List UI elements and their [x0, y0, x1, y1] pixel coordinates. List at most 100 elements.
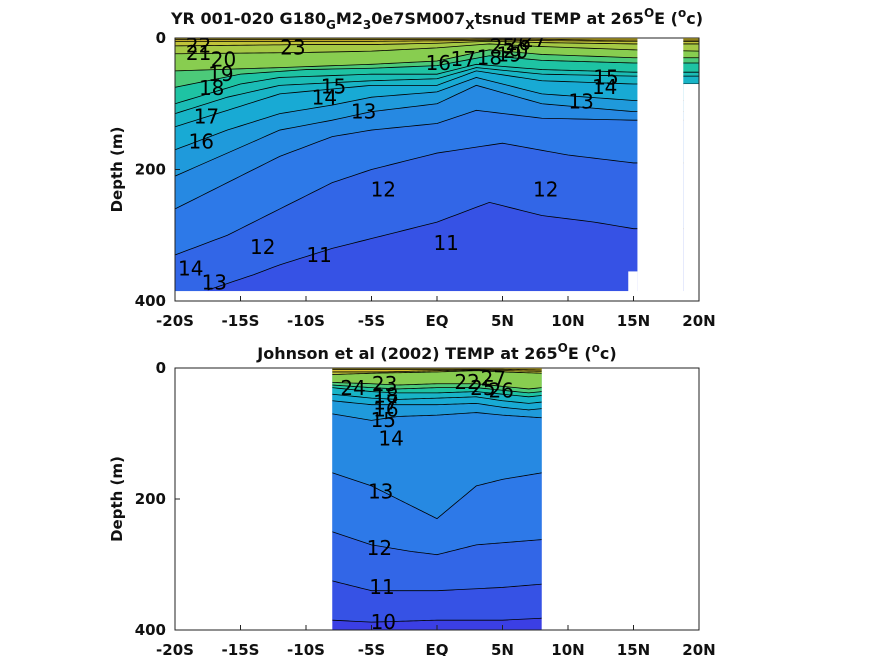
- contour-label: 18: [373, 383, 398, 407]
- isotherm-15: [332, 400, 542, 411]
- x-tick-label: EQ: [426, 312, 449, 330]
- contour-label: 21: [186, 41, 211, 65]
- contour-label: 15: [321, 74, 346, 98]
- contour-label: 14: [592, 75, 617, 99]
- x-tick-label: 5N: [491, 312, 514, 330]
- contour-label: 15: [371, 408, 396, 432]
- contour-label: 12: [533, 178, 558, 202]
- chart-title: YR 001-020 G180GM230e7SM007Xtsnud TEMP a…: [170, 6, 703, 32]
- contour-label: 12: [367, 536, 392, 560]
- contour-label: 13: [568, 90, 593, 114]
- contour-label: 14: [312, 86, 337, 110]
- x-tick-label: EQ: [426, 641, 449, 656]
- contour-label: 22: [454, 370, 479, 394]
- contour-label: 18: [199, 76, 224, 100]
- isotherm-13: [175, 109, 699, 210]
- y-axis-label: Depth (m): [108, 456, 126, 542]
- y-tick-label: 400: [135, 292, 166, 310]
- contour-label: 25: [490, 34, 515, 58]
- contour-label: 19: [208, 62, 233, 86]
- contour-label: 12: [371, 178, 396, 202]
- contour-label: 14: [378, 427, 403, 451]
- contour-label: 11: [433, 231, 458, 255]
- contour-label: 12: [250, 235, 275, 259]
- x-tick-label: 20N: [682, 312, 715, 330]
- contour-label: 11: [369, 575, 394, 599]
- contour-label: 17: [373, 391, 398, 415]
- x-tick-label: 5N: [491, 641, 514, 656]
- isotherm-12: [175, 142, 699, 256]
- contour-label: 23: [280, 36, 305, 60]
- x-tick-label: 15N: [617, 641, 650, 656]
- x-tick-label: 20N: [682, 641, 715, 656]
- isotherm-13: [332, 472, 542, 520]
- isotherm-26: [332, 368, 542, 371]
- contour-label: 20: [503, 39, 528, 63]
- contour-label: 25: [470, 376, 495, 400]
- y-tick-label: 400: [135, 621, 166, 639]
- isotherm-18: [175, 63, 699, 105]
- y-axis-label: Depth (m): [108, 127, 126, 213]
- contour-label: 10: [371, 610, 396, 634]
- x-tick-label: -10S: [287, 312, 325, 330]
- isotherm-10: [332, 617, 542, 623]
- contour-label: 16: [188, 130, 213, 154]
- y-tick-label: 0: [156, 359, 166, 377]
- contour-label: 27: [521, 28, 546, 52]
- x-tick-label: -5S: [358, 641, 385, 656]
- isotherm-24: [332, 370, 542, 375]
- contour-label: 16: [426, 51, 451, 75]
- x-tick-label: 10N: [551, 641, 584, 656]
- masked-region: [683, 84, 699, 301]
- isotherm-16: [175, 70, 699, 128]
- contour-label: 16: [373, 398, 398, 422]
- contour-label: 17: [194, 105, 219, 129]
- isotherm-22: [332, 382, 542, 390]
- isotherm-11: [332, 580, 542, 592]
- x-tick-label: 15N: [617, 312, 650, 330]
- isotherm-16: [332, 393, 542, 404]
- contour-label: 14: [178, 257, 203, 281]
- isotherm-18: [332, 387, 542, 398]
- contour-label: 19: [496, 42, 521, 66]
- masked-region: [637, 38, 684, 301]
- y-tick-label: 0: [156, 29, 166, 47]
- x-tick-label: -5S: [358, 312, 385, 330]
- contour-label: 13: [202, 270, 227, 294]
- isotherm-26: [175, 38, 699, 41]
- isotherm-15: [175, 77, 699, 151]
- x-tick-label: -15S: [222, 641, 260, 656]
- isotherm-20: [175, 55, 699, 88]
- contour-label: 26: [488, 379, 513, 403]
- isotherm-11: [207, 201, 699, 291]
- contour-label: 20: [211, 48, 236, 72]
- no-data-region: [541, 368, 699, 630]
- contour-label: 22: [186, 34, 211, 58]
- chart-title: Johnson et al (2002) TEMP at 265OE (oc): [256, 341, 616, 363]
- no-data-region: [175, 368, 333, 630]
- contour-label: 24: [340, 376, 365, 400]
- contour-label: 13: [351, 99, 376, 123]
- x-tick-label: -20S: [156, 312, 194, 330]
- contour-label: 13: [368, 480, 393, 504]
- contour-label: 15: [593, 65, 618, 89]
- x-tick-label: -15S: [222, 312, 260, 330]
- isotherm-23: [175, 43, 699, 55]
- isotherm-24: [175, 40, 699, 47]
- isotherm-20: [332, 384, 542, 394]
- isotherm-12: [332, 531, 542, 556]
- contour-label: 18: [477, 46, 502, 70]
- isotherm-25: [175, 39, 699, 42]
- contour-label: 27: [481, 366, 506, 390]
- contour-label: 26: [505, 31, 530, 55]
- contour-label: 11: [306, 243, 331, 267]
- x-tick-label: 10N: [551, 312, 584, 330]
- x-tick-label: -20S: [156, 641, 194, 656]
- isotherm-17: [175, 67, 699, 114]
- isotherm-22: [175, 49, 699, 72]
